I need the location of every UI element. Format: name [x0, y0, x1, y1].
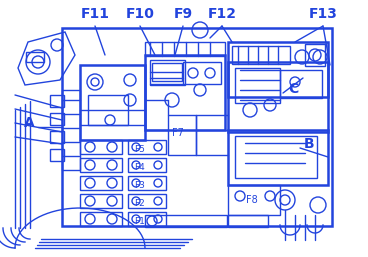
- Bar: [80, 140, 122, 154]
- Bar: [62, 90, 80, 170]
- Bar: [50, 113, 64, 125]
- Text: A: A: [24, 116, 34, 130]
- Text: F12: F12: [208, 7, 237, 21]
- Text: F8: F8: [246, 195, 258, 205]
- Bar: [80, 212, 122, 226]
- Bar: [26, 52, 44, 62]
- Bar: [145, 42, 225, 56]
- Bar: [128, 140, 166, 154]
- Text: F1: F1: [134, 217, 145, 226]
- Text: F13: F13: [308, 7, 337, 21]
- Text: F11: F11: [81, 7, 110, 21]
- Bar: [80, 65, 145, 140]
- Bar: [50, 149, 64, 161]
- Bar: [128, 194, 166, 208]
- Bar: [145, 55, 225, 130]
- Bar: [62, 28, 332, 226]
- Bar: [152, 63, 182, 81]
- Bar: [228, 185, 280, 215]
- Bar: [228, 42, 328, 97]
- Bar: [235, 136, 317, 178]
- Bar: [235, 68, 280, 103]
- Bar: [80, 158, 122, 172]
- Text: F3: F3: [134, 181, 145, 190]
- Text: B: B: [304, 137, 314, 151]
- Bar: [150, 60, 185, 85]
- Text: F5: F5: [134, 145, 145, 154]
- Bar: [228, 62, 328, 132]
- Bar: [168, 115, 196, 155]
- Text: C: C: [288, 82, 298, 96]
- Bar: [145, 215, 227, 227]
- Text: F2: F2: [134, 199, 145, 208]
- Text: F4: F4: [134, 163, 145, 172]
- Bar: [305, 44, 325, 66]
- Bar: [80, 176, 122, 190]
- Text: F7: F7: [172, 128, 184, 138]
- Bar: [128, 176, 166, 190]
- Bar: [50, 131, 64, 143]
- Text: F10: F10: [125, 7, 155, 21]
- Bar: [80, 194, 122, 208]
- Text: F9: F9: [173, 7, 192, 21]
- Bar: [88, 95, 128, 125]
- Bar: [280, 70, 322, 98]
- Bar: [228, 130, 328, 185]
- Bar: [228, 215, 268, 227]
- Bar: [128, 212, 166, 226]
- Bar: [50, 95, 64, 107]
- Bar: [183, 62, 221, 84]
- Bar: [128, 158, 166, 172]
- Bar: [232, 46, 290, 64]
